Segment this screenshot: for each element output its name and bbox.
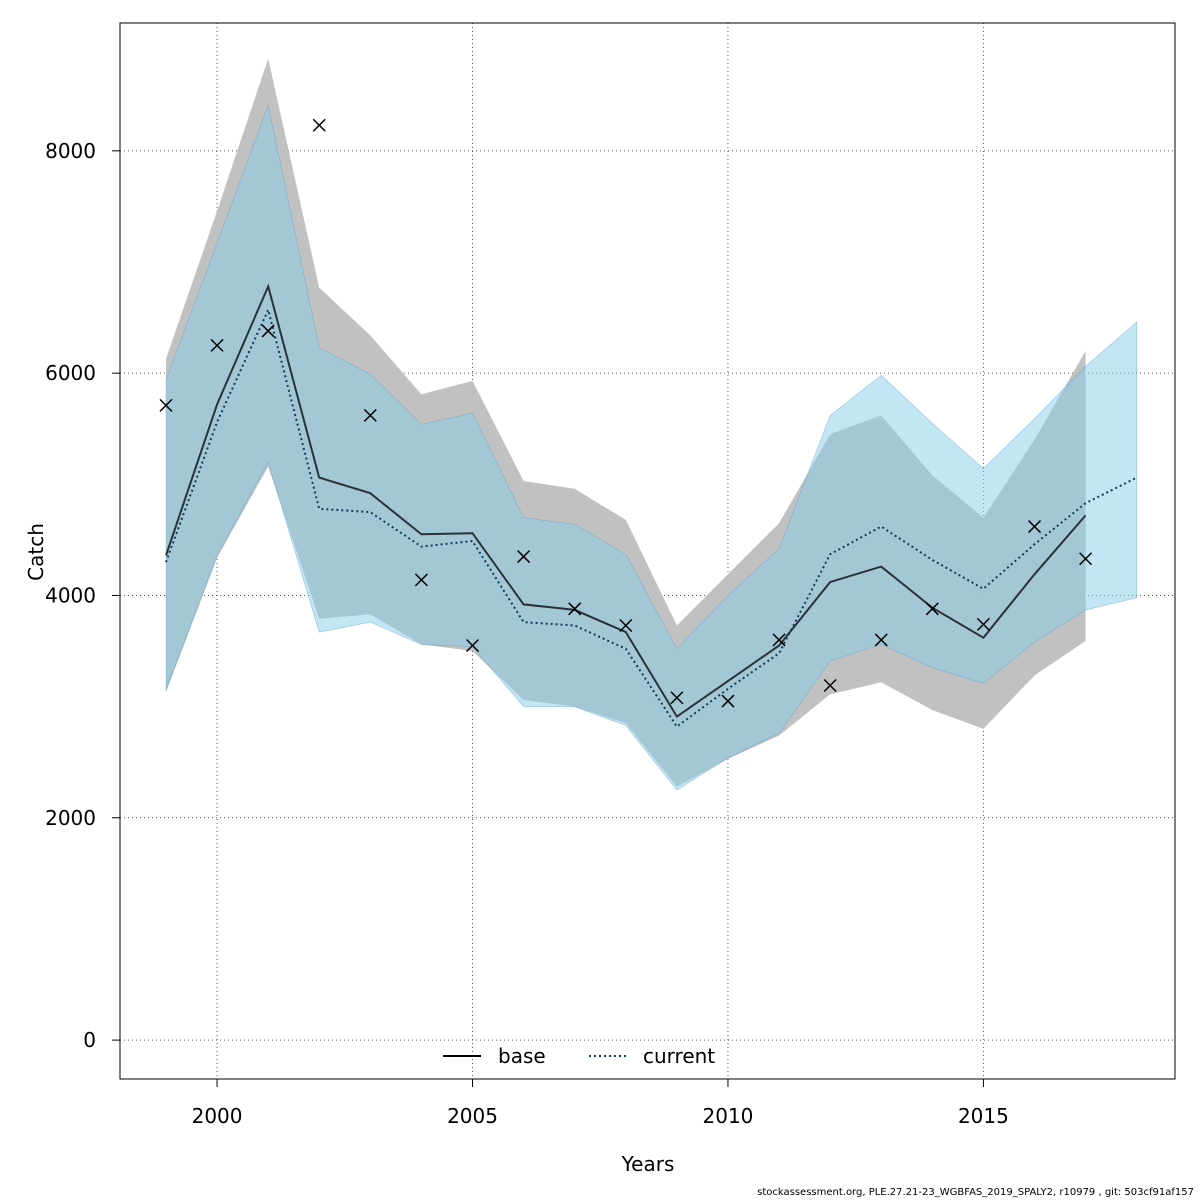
observation-mark-b (261, 324, 275, 338)
y-tick-label-0: 0 (83, 1028, 96, 1052)
observation-point-2013 (874, 633, 888, 647)
observation-point-2009 (670, 691, 684, 705)
x-axis-title: Years (621, 1152, 675, 1176)
x-tick-label-2015: 2015 (958, 1104, 1009, 1128)
observation-point-2008 (619, 618, 633, 633)
observation-point-2005 (465, 638, 480, 653)
legend-current-label: current (643, 1044, 715, 1068)
observation-mark-b (670, 691, 684, 705)
observation-mark-b (925, 602, 939, 616)
y-tick-label-6000: 6000 (45, 361, 96, 385)
x-axis: 2000 2005 2010 2015 (192, 1079, 1009, 1128)
observation-point-2011 (772, 633, 786, 647)
x-tick-label-2005: 2005 (447, 1104, 498, 1128)
y-tick-label-8000: 8000 (45, 139, 96, 163)
observation-mark-b (1079, 552, 1093, 566)
observation-mark-b (619, 618, 633, 633)
observation-point-2016 (1027, 520, 1042, 534)
observation-point-1999 (159, 398, 173, 412)
observation-point-2012 (823, 678, 837, 693)
observation-point-2002 (312, 118, 326, 132)
observation-point-2015 (976, 617, 990, 631)
observation-mark-b (414, 573, 428, 587)
observation-mark-b (568, 602, 582, 616)
series-lines (165, 283, 1138, 729)
x-tick-label-2000: 2000 (192, 1104, 243, 1128)
y-axis-title: Catch (24, 523, 48, 581)
observation-point-2010 (721, 694, 735, 708)
observation-mark-b (465, 638, 480, 653)
observation-point-2000 (210, 338, 224, 352)
observation-mark-b (159, 398, 173, 412)
observation-markers (159, 118, 1093, 708)
observation-point-2004 (414, 573, 428, 587)
y-tick-label-4000: 4000 (45, 583, 96, 607)
band-current (165, 104, 1137, 791)
observation-mark-b (210, 338, 224, 352)
observation-point-2003 (363, 408, 377, 422)
observation-mark-b (517, 550, 531, 564)
observation-point-2006 (517, 550, 531, 564)
line-base (165, 283, 1087, 719)
footer-credit: stockassessment.org, PLE.27.21-23_WGBFAS… (757, 1187, 1194, 1198)
observation-mark-b (312, 118, 326, 132)
observation-mark-b (823, 678, 837, 693)
observation-point-2014 (925, 602, 939, 616)
observation-mark-b (1027, 520, 1042, 534)
observation-mark-b (976, 617, 990, 631)
line-current (165, 306, 1138, 729)
observation-mark-b (874, 633, 888, 647)
observation-point-2001 (261, 324, 275, 338)
x-tick-label-2010: 2010 (703, 1104, 754, 1128)
observation-mark-b (363, 408, 377, 422)
y-tick-label-2000: 2000 (45, 806, 96, 830)
observation-point-2017 (1079, 552, 1093, 566)
confidence-bands (165, 58, 1137, 791)
plot-border (119, 22, 1176, 1080)
legend-base-label: base (498, 1044, 546, 1068)
observation-point-2007 (568, 602, 582, 616)
observation-mark-b (772, 633, 786, 647)
observation-mark-b (721, 694, 735, 708)
legend: base current (443, 1044, 715, 1068)
y-axis: 0 2000 4000 6000 8000 (45, 139, 120, 1052)
